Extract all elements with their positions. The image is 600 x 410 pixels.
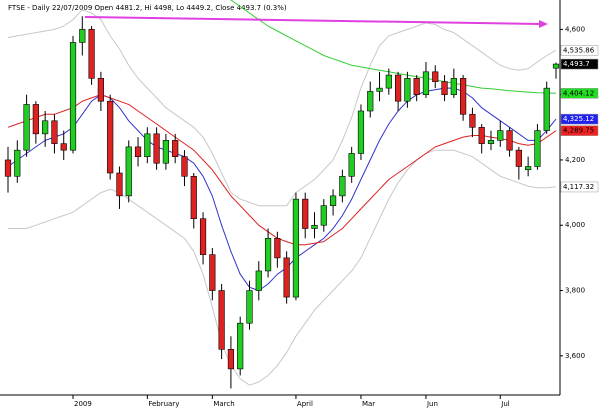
arrow-head bbox=[539, 20, 548, 28]
candle-body bbox=[264, 238, 272, 272]
price-box-label: 4,289.75 bbox=[563, 127, 594, 135]
candle-body bbox=[218, 290, 225, 350]
price-box bbox=[560, 45, 599, 56]
price-box-label: 4,535.86 bbox=[563, 46, 595, 54]
candle-body bbox=[42, 120, 49, 135]
candle-body bbox=[525, 166, 532, 171]
candle-body bbox=[534, 130, 541, 167]
candle-body bbox=[107, 100, 114, 174]
candle-body bbox=[190, 175, 197, 220]
price-box-label: 4,493.7 bbox=[563, 60, 590, 68]
candle-body bbox=[385, 74, 392, 89]
indicator-line bbox=[8, 149, 557, 386]
candles bbox=[4, 16, 560, 389]
price-box-label: 4,404.12 bbox=[563, 89, 594, 97]
y-tick-label: 3,600 bbox=[565, 352, 585, 360]
candle-body bbox=[376, 87, 383, 92]
price-box bbox=[560, 125, 599, 136]
candle-body bbox=[199, 218, 207, 255]
candle-body bbox=[478, 127, 485, 144]
candle-body bbox=[134, 146, 142, 157]
candle-body bbox=[329, 195, 337, 206]
candle-body bbox=[255, 270, 262, 291]
price-box-label: 4,117.32 bbox=[563, 183, 594, 191]
candle-body bbox=[302, 198, 309, 229]
indicator-line bbox=[230, 0, 557, 94]
x-tick-label: April bbox=[297, 400, 313, 408]
candle-body bbox=[432, 71, 439, 82]
x-tick-label: March bbox=[213, 400, 234, 408]
candle-body bbox=[348, 153, 355, 177]
candle-body bbox=[469, 113, 476, 128]
candle-body bbox=[60, 143, 67, 151]
candle-body bbox=[292, 198, 300, 298]
candle-body bbox=[450, 78, 457, 95]
candle-body bbox=[506, 130, 513, 151]
candle-body bbox=[88, 29, 95, 79]
y-tick-label: 4,200 bbox=[565, 156, 585, 164]
candle-body bbox=[460, 78, 467, 115]
y-tick-label: 4,600 bbox=[565, 25, 585, 33]
x-tick-label: Mar bbox=[362, 400, 375, 408]
candle-body bbox=[413, 78, 420, 95]
candle-body bbox=[367, 91, 374, 112]
y-tick-label: 4,000 bbox=[565, 221, 585, 229]
candle-body bbox=[422, 71, 430, 95]
price-box-label: 4,325.12 bbox=[563, 115, 594, 123]
candle-body bbox=[125, 146, 132, 197]
candle-body bbox=[51, 120, 58, 144]
candle-body bbox=[311, 224, 318, 229]
candle-body bbox=[209, 254, 216, 291]
candle-body bbox=[116, 172, 123, 197]
x-tick-label: 2009 bbox=[74, 400, 92, 408]
arrow-line bbox=[84, 16, 541, 25]
candle-body bbox=[515, 149, 522, 167]
candle-body bbox=[144, 133, 151, 157]
candle-body bbox=[172, 140, 179, 157]
candle-body bbox=[23, 104, 30, 151]
candle-body bbox=[320, 205, 327, 226]
candle-body bbox=[441, 81, 448, 95]
chart-title: FTSE - Daily 22/07/2009 Open 4481.2, Hi … bbox=[8, 4, 287, 12]
candle-body bbox=[487, 140, 495, 144]
candle-body bbox=[543, 87, 550, 131]
candle-body bbox=[181, 156, 188, 177]
price-box bbox=[560, 88, 599, 99]
candle-body bbox=[153, 133, 160, 164]
candle-body bbox=[339, 175, 346, 197]
candle-body bbox=[79, 29, 86, 43]
candle-body bbox=[14, 149, 21, 177]
candle-body bbox=[283, 257, 290, 298]
candle-body bbox=[162, 140, 169, 164]
price-box bbox=[560, 113, 599, 125]
candle-body bbox=[97, 78, 104, 102]
price-box bbox=[560, 181, 599, 193]
x-tick-label: Jul bbox=[500, 400, 510, 408]
candle-body bbox=[552, 63, 560, 69]
price-box bbox=[560, 58, 599, 70]
candle-body bbox=[32, 104, 39, 135]
y-tick-label: 3,800 bbox=[565, 287, 585, 295]
candle-body bbox=[4, 159, 12, 177]
candle-body bbox=[227, 348, 235, 370]
candle-body bbox=[237, 322, 244, 370]
candle-body bbox=[69, 42, 77, 151]
candle-body bbox=[497, 130, 504, 141]
candle-body bbox=[395, 74, 402, 102]
candle-body bbox=[274, 238, 281, 259]
candle-body bbox=[357, 110, 365, 154]
x-tick-label: Jun bbox=[426, 400, 438, 408]
axis-labels: 3,6003,8004,0004,2004,4004,6002009Februa… bbox=[72, 25, 599, 408]
candle-body bbox=[246, 290, 253, 324]
x-tick-label: February bbox=[148, 400, 179, 408]
indicator-line bbox=[7, 9, 557, 207]
trend-arrow bbox=[84, 16, 548, 28]
candle-body bbox=[404, 78, 411, 102]
